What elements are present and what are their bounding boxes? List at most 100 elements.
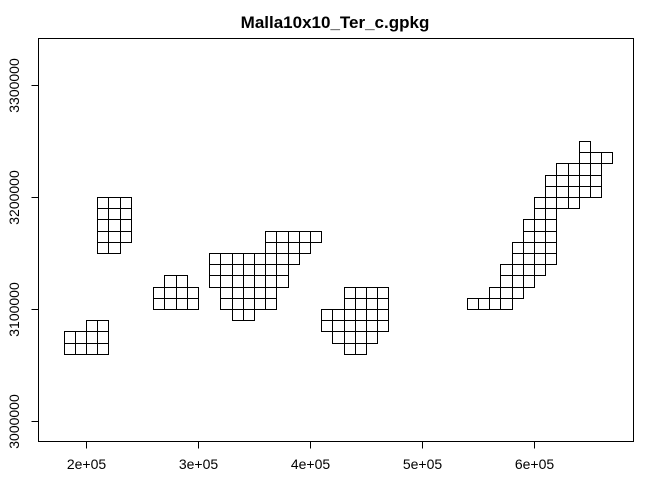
y-tick-label: 3200000 — [6, 170, 22, 225]
grid-cell — [276, 275, 289, 288]
grid-cell — [153, 298, 165, 310]
grid-cell — [220, 298, 233, 310]
grid-cell — [545, 231, 557, 243]
grid-cell — [288, 253, 300, 265]
grid-cell — [276, 242, 289, 254]
grid-cell — [568, 186, 580, 198]
grid-cell — [310, 231, 322, 243]
grid-cell — [568, 163, 580, 176]
grid-cell — [187, 287, 199, 299]
grid-cell — [590, 175, 602, 187]
grid-cell — [545, 197, 557, 209]
grid-cell — [97, 208, 109, 220]
grid-cell — [243, 309, 255, 321]
grid-cell — [377, 287, 389, 299]
grid-cell — [220, 253, 233, 265]
grid-cell — [489, 287, 501, 299]
grid-cell — [120, 231, 132, 243]
grid-cell — [534, 264, 546, 276]
grid-cell — [556, 186, 569, 198]
grid-cell — [512, 242, 524, 254]
x-tick-label: 2e+05 — [67, 456, 107, 472]
grid-cell — [97, 343, 109, 355]
grid-cell — [355, 343, 367, 355]
grid-cell — [120, 197, 132, 209]
grid-cell — [75, 331, 87, 344]
grid-cell — [321, 320, 333, 332]
grid-cell — [176, 287, 188, 299]
grid-cell — [467, 298, 479, 310]
grid-cell — [153, 287, 165, 299]
grid-cell — [243, 253, 255, 265]
grid-cell — [209, 275, 221, 288]
grid-cell — [579, 175, 591, 187]
grid-cell — [534, 197, 546, 209]
grid-cell — [512, 264, 524, 276]
grid-cell — [97, 331, 109, 344]
grid-cell — [523, 219, 535, 232]
grid-cell — [86, 320, 98, 332]
grid-cell — [254, 253, 266, 265]
grid-cell — [265, 287, 277, 299]
grid-cell — [344, 331, 356, 344]
grid-cell — [97, 242, 109, 254]
grid-cell — [355, 309, 367, 321]
grid-cell — [500, 264, 513, 276]
grid-cell — [232, 309, 244, 321]
grid-cell — [86, 331, 98, 344]
grid-cell — [489, 298, 501, 310]
grid-cell — [534, 208, 546, 220]
grid-cell — [75, 343, 87, 355]
grid-cell — [523, 231, 535, 243]
grid-cell — [254, 264, 266, 276]
grid-cell — [344, 287, 356, 299]
grid-cell — [243, 298, 255, 310]
grid-cell — [299, 242, 311, 254]
grid-cell — [355, 298, 367, 310]
grid-cell — [321, 309, 333, 321]
grid-cell — [545, 186, 557, 198]
grid-cell — [344, 343, 356, 355]
grid-cell — [377, 309, 389, 321]
grid-cell — [534, 231, 546, 243]
grid-cell — [523, 253, 535, 265]
grid-cell — [534, 219, 546, 232]
grid-cell — [265, 242, 277, 254]
grid-cell — [120, 208, 132, 220]
grid-cell — [254, 287, 266, 299]
y-tick-label: 3000000 — [6, 394, 22, 449]
grid-cell — [366, 298, 378, 310]
grid-cell — [556, 163, 569, 176]
grid-cell — [108, 219, 121, 232]
x-tick-label: 6e+05 — [515, 456, 555, 472]
grid-cell — [288, 242, 300, 254]
grid-cell — [232, 264, 244, 276]
grid-cell — [344, 309, 356, 321]
grid-cell — [355, 320, 367, 332]
grid-cell — [579, 141, 591, 153]
grid-cell — [120, 219, 132, 232]
x-tick-label: 3e+05 — [179, 456, 219, 472]
grid-cell — [568, 197, 580, 209]
grid-cell — [220, 287, 233, 299]
grid-cell — [108, 231, 121, 243]
grid-cell — [254, 275, 266, 288]
grid-cell — [265, 231, 277, 243]
grid-cell — [545, 253, 557, 265]
grid-cell — [355, 287, 367, 299]
y-tick-label: 3100000 — [6, 282, 22, 337]
grid-cell — [97, 219, 109, 232]
grid-cell — [276, 231, 289, 243]
grid-cell — [590, 186, 602, 198]
grid-cell — [590, 152, 602, 164]
grid-cells — [64, 141, 613, 355]
grid-cell — [220, 264, 233, 276]
grid-cell — [366, 309, 378, 321]
grid-cell — [344, 298, 356, 310]
grid-cell — [590, 163, 602, 176]
grid-cell — [556, 197, 569, 209]
grid-cell — [265, 275, 277, 288]
grid-cell — [332, 331, 345, 344]
grid-cell — [523, 242, 535, 254]
